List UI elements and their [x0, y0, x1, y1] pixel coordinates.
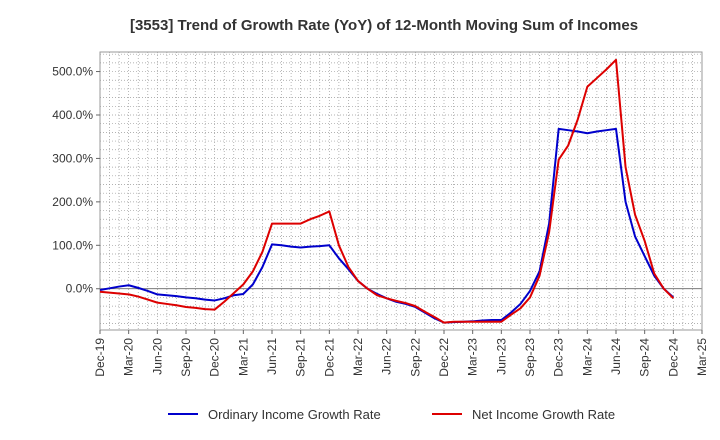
x-tick-label: Jun-21 [265, 338, 279, 375]
x-tick-label: Dec-20 [208, 338, 222, 377]
plot-area-border [99, 51, 703, 331]
x-tick-label: Dec-21 [322, 338, 336, 377]
x-tick-label: Sep-24 [638, 338, 652, 377]
x-tick-label: Sep-20 [179, 338, 193, 377]
x-tick-label: Jun-22 [380, 338, 394, 375]
grid-lines [100, 52, 702, 330]
y-tick-label: 300.0% [52, 151, 93, 165]
x-tick-label: Dec-24 [666, 338, 680, 377]
legend-label: Net Income Growth Rate [472, 407, 615, 422]
x-tick-label: Sep-22 [408, 338, 422, 377]
y-tick-label: 400.0% [52, 108, 93, 122]
series-line-net-income [99, 58, 675, 324]
x-tick-label: Sep-23 [523, 338, 537, 377]
x-tick-label: Dec-23 [552, 338, 566, 377]
axes: 0.0% 100.0% 200.0% 300.0% 400.0% 500.0% Dec-19… [52, 51, 709, 377]
y-tick-label: 500.0% [52, 65, 93, 79]
x-tick-label: Dec-19 [93, 338, 107, 377]
x-tick-label: Mar-22 [351, 338, 365, 376]
x-tick-label: Mar-25 [695, 338, 709, 376]
x-tick-label: Mar-23 [466, 338, 480, 376]
x-tick-label: Mar-21 [236, 338, 250, 376]
legend-label: Ordinary Income Growth Rate [208, 407, 381, 422]
y-tick-label: 100.0% [52, 238, 93, 252]
x-tick-label: Jun-23 [494, 338, 508, 375]
chart-title: [3553] Trend of Growth Rate (YoY) of 12-… [130, 17, 638, 34]
x-tick-label: Sep-21 [294, 338, 308, 377]
x-tick-label: Jun-20 [150, 338, 164, 375]
x-tick-label: Jun-24 [609, 338, 623, 375]
x-tick-label: Dec-22 [437, 338, 451, 377]
legend: Ordinary Income Growth Rate Net Income Gr… [168, 407, 615, 422]
x-tick-label: Mar-24 [580, 338, 594, 376]
x-tick-label: Mar-20 [122, 338, 136, 376]
y-tick-label: 0.0% [66, 282, 94, 296]
y-tick-label: 200.0% [52, 195, 93, 209]
series-lines [99, 58, 675, 324]
